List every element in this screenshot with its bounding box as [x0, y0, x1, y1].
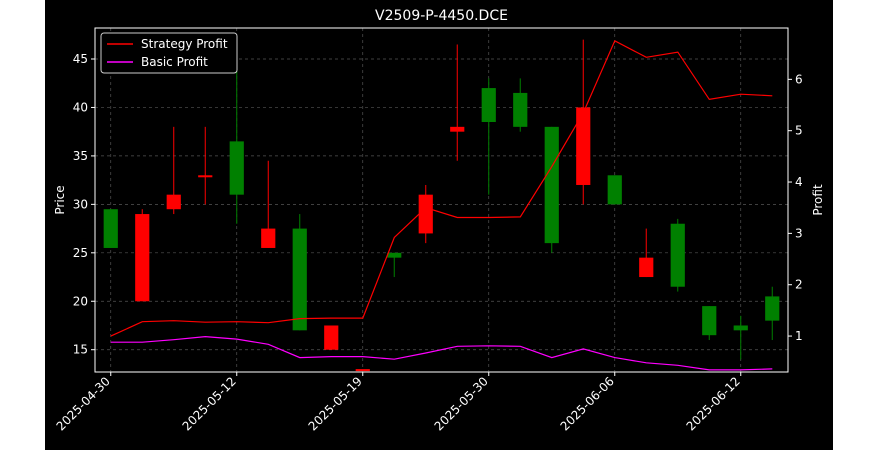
candle-body — [418, 194, 433, 234]
candle-body — [229, 141, 244, 195]
candle-body — [733, 325, 748, 331]
candle — [670, 218, 685, 292]
legend-item: Basic Profit — [107, 55, 208, 69]
candle-body — [513, 92, 528, 127]
basic-profit-line — [110, 335, 773, 371]
y-right-tick-label: 3 — [795, 226, 803, 240]
y-right-tick-label: 2 — [795, 278, 803, 292]
candle — [135, 209, 150, 302]
candle — [576, 39, 591, 205]
y-axis-label: Price — [53, 185, 67, 214]
candle — [103, 209, 118, 248]
legend-box — [100, 32, 238, 74]
candle-body — [544, 126, 559, 244]
strategy-profit-line — [110, 39, 773, 337]
y-right-tick-label: 5 — [795, 124, 803, 138]
candle — [261, 160, 276, 248]
candle — [639, 228, 654, 278]
y-right-axis-label: Profit — [811, 184, 825, 216]
candle-body — [450, 126, 465, 132]
candle — [324, 325, 339, 350]
candle-body — [292, 228, 307, 331]
candle-body — [166, 194, 181, 210]
candle-body — [576, 107, 591, 185]
y-tick-label: 30 — [73, 197, 88, 211]
candle-body — [355, 369, 370, 372]
candle — [229, 59, 244, 224]
candle — [607, 175, 622, 205]
candle — [765, 286, 780, 341]
y-tick-label: 20 — [73, 294, 88, 308]
y-right-tick-label: 4 — [795, 175, 803, 189]
candle-body — [198, 175, 213, 178]
y-tick-label: 40 — [73, 100, 88, 114]
candle — [513, 78, 528, 132]
candle — [166, 126, 181, 215]
candle — [481, 78, 496, 195]
candle-body — [702, 306, 717, 336]
candle — [418, 184, 433, 244]
y-right-tick-label: 1 — [795, 329, 803, 343]
legend: Strategy Profit Basic Profit — [100, 32, 238, 74]
candle-body — [639, 257, 654, 278]
y-tick-label: 15 — [73, 343, 88, 357]
y-tick-label: 35 — [73, 149, 88, 163]
candle — [733, 315, 748, 360]
legend-label: Basic Profit — [141, 55, 208, 69]
y-tick-label: 45 — [73, 52, 88, 66]
candle — [387, 252, 402, 278]
candles — [103, 39, 780, 372]
candle — [355, 369, 370, 372]
legend-item: Strategy Profit — [107, 37, 228, 51]
candle — [544, 126, 559, 253]
chart-title: V2509-P-4450.DCE — [375, 8, 508, 24]
candle — [198, 126, 213, 205]
candle — [292, 214, 307, 331]
plot-frame — [94, 27, 789, 373]
candle — [450, 44, 465, 161]
figure-background — [45, 0, 833, 450]
candle — [702, 306, 717, 341]
y-right-tick-label: 6 — [795, 72, 803, 86]
candle-body — [324, 325, 339, 350]
candle-body — [387, 252, 402, 258]
candle-body — [765, 296, 780, 321]
legend-label: Strategy Profit — [141, 37, 228, 51]
candle-body — [135, 214, 150, 302]
candle-body — [670, 223, 685, 287]
candle-body — [607, 175, 622, 205]
grid-lines — [95, 28, 788, 372]
candle-body — [103, 209, 118, 248]
candle-body — [261, 228, 276, 248]
candle-body — [481, 88, 496, 122]
y-tick-label: 25 — [73, 246, 88, 260]
